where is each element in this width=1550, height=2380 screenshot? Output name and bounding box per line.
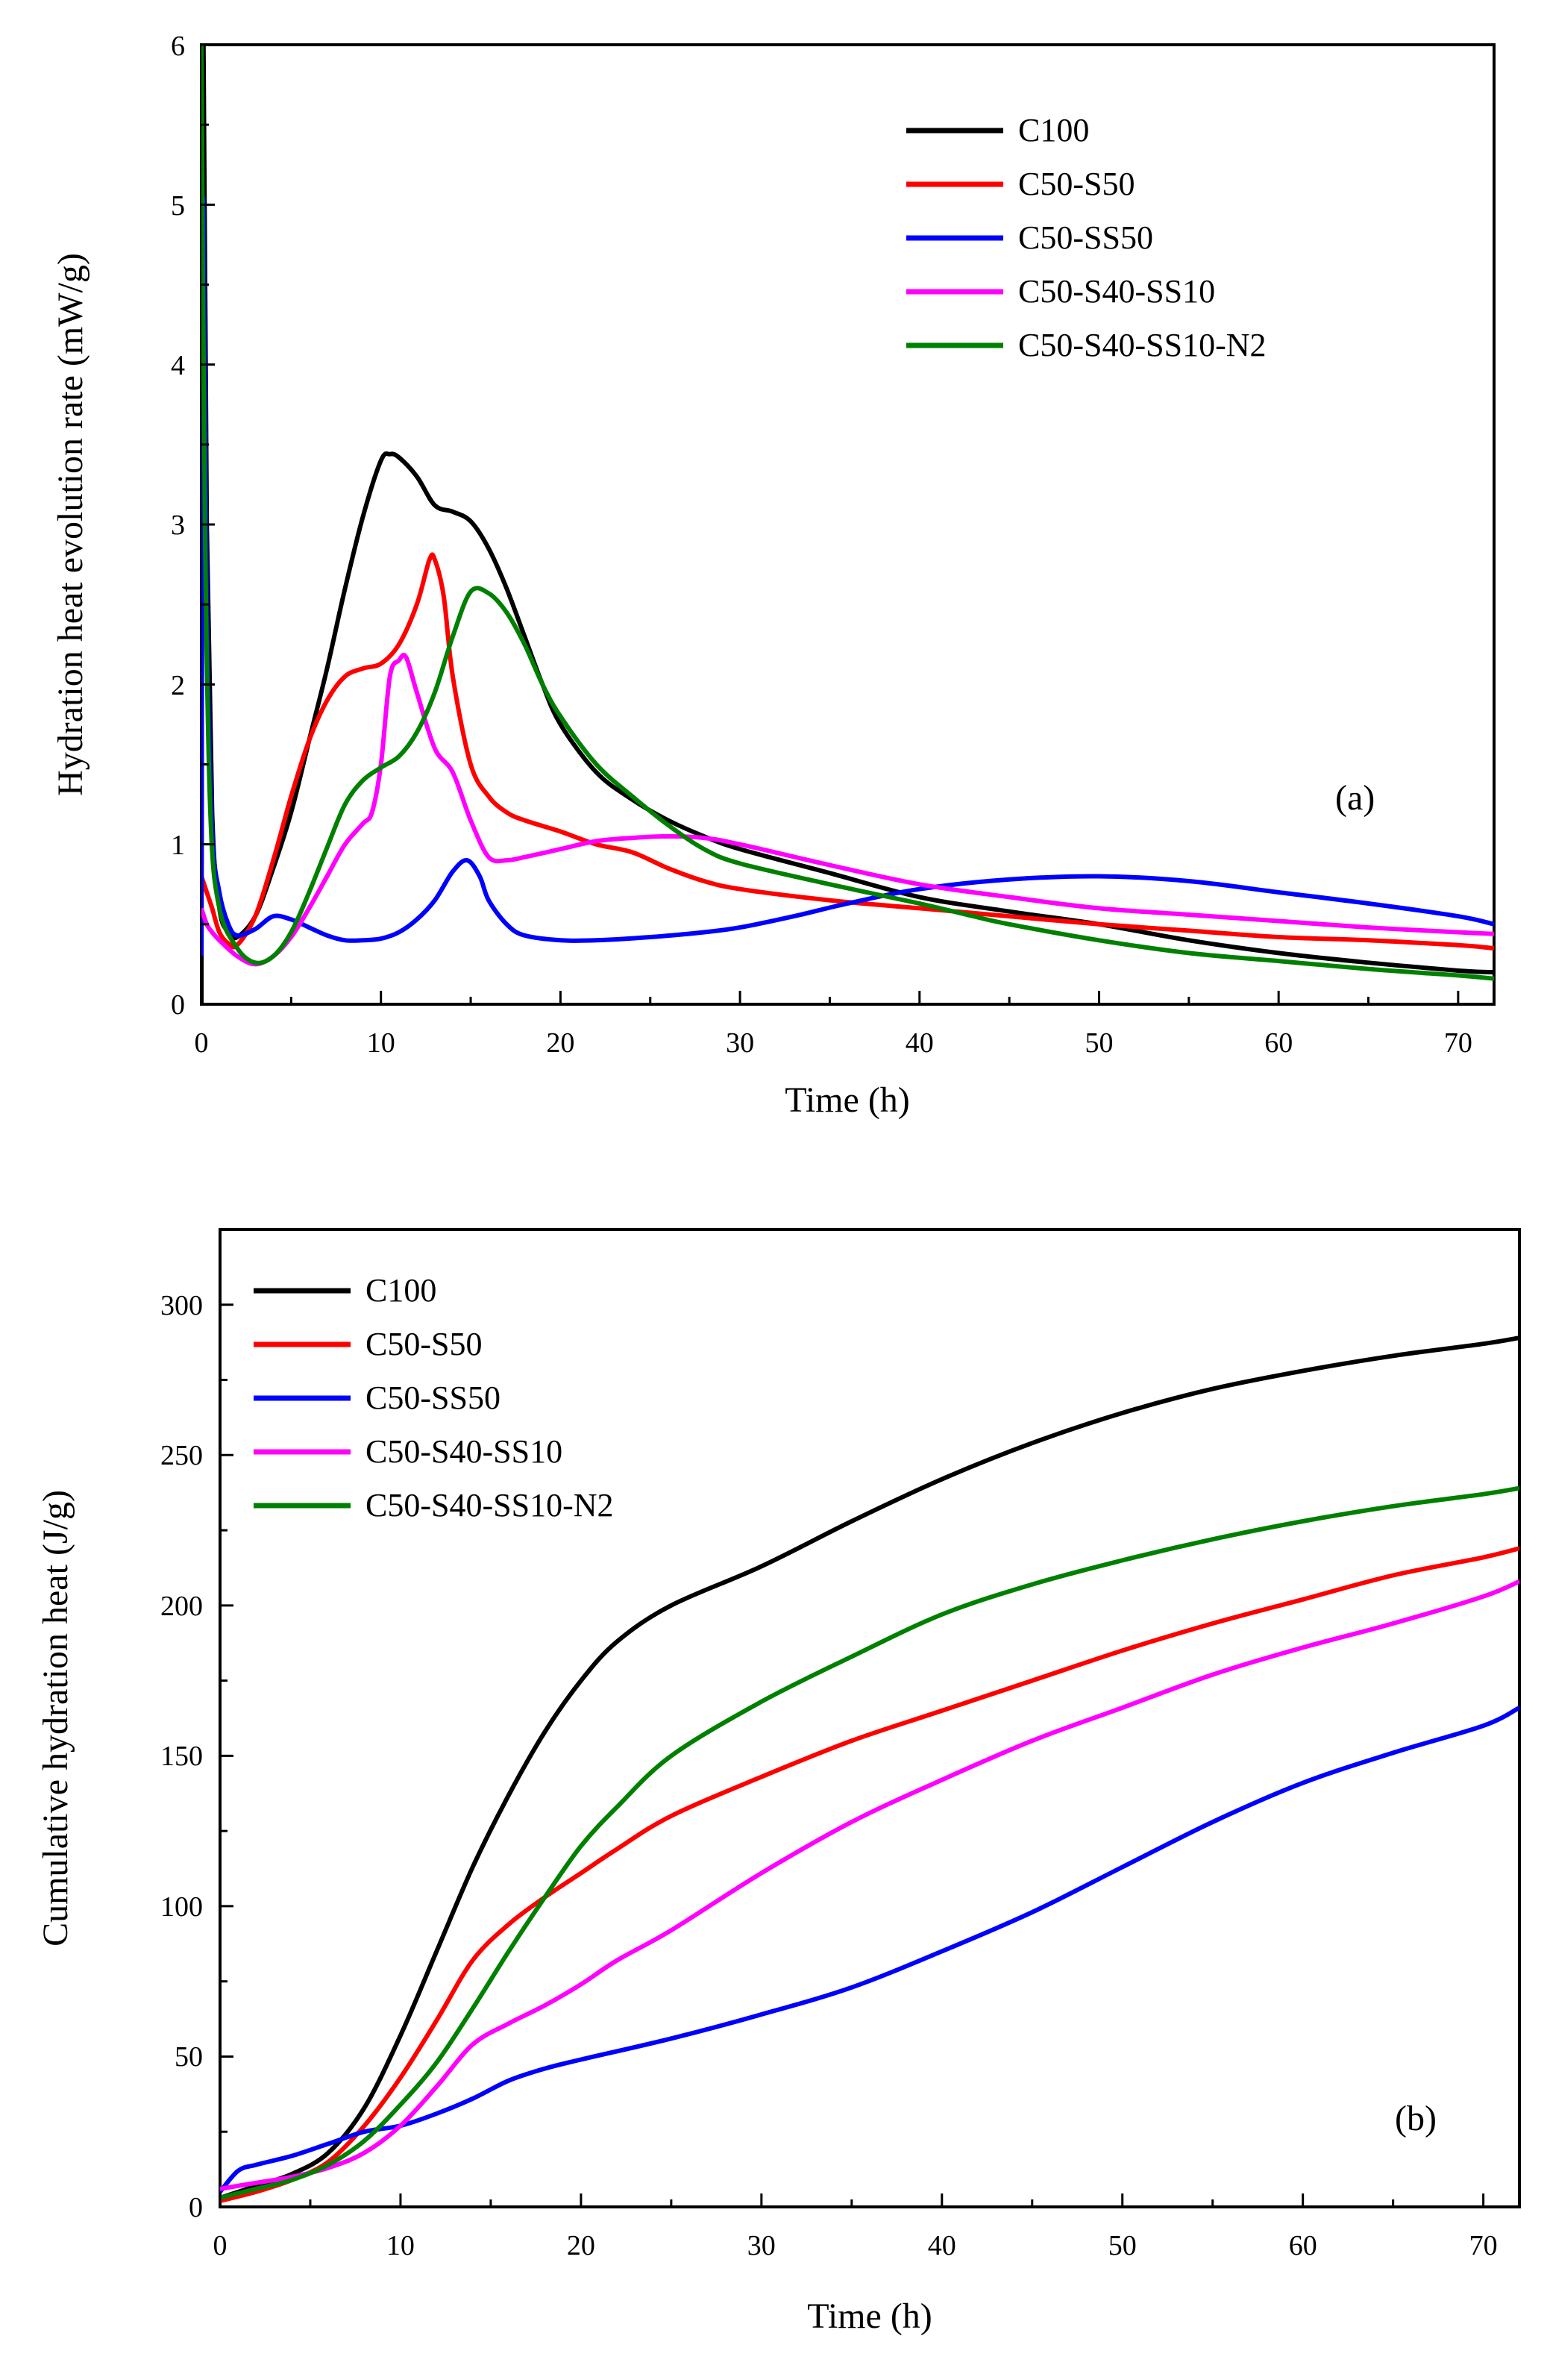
y-tick-label: 150 — [160, 1741, 203, 1772]
y-tick-label: 200 — [160, 1591, 203, 1622]
y-tick-label: 250 — [160, 1440, 203, 1471]
panel-label: (b) — [1395, 2099, 1437, 2138]
x-tick-label: 50 — [1085, 1027, 1114, 1059]
series-line-c50-s50 — [201, 552, 1494, 951]
series-layer-a — [201, 45, 1494, 1004]
legend-label: C50-S40-SS10-N2 — [365, 1487, 614, 1523]
chart-panel-b: 0 10 20 30 40 50 60 70 0 50 100 150 200 … — [36, 1228, 1521, 2336]
y-tick-label: 300 — [160, 1290, 203, 1321]
x-tick-label: 0 — [195, 1027, 209, 1059]
legend-label: C100 — [365, 1272, 436, 1309]
y-tick-label: 100 — [160, 1891, 203, 1923]
y-axis-label: Cumulative hydration heat (J/g) — [36, 1490, 75, 1947]
y-ticks-a: 0 1 2 3 4 5 6 — [171, 31, 185, 1021]
series-layer-b — [220, 1335, 1519, 2203]
legend-item: C50-SS50 — [254, 1380, 501, 1416]
x-tick-label: 40 — [906, 1027, 934, 1059]
y-tick-label: 0 — [171, 989, 185, 1021]
y-tick-label: 4 — [171, 350, 185, 381]
x-axis-label: Time (h) — [807, 2296, 932, 2336]
x-tick-label: 70 — [1469, 2230, 1498, 2261]
y-tick-label: 1 — [171, 830, 185, 861]
legend-label: C50-SS50 — [1018, 219, 1153, 256]
x-tick-label: 60 — [1289, 2230, 1317, 2261]
panel-label: (a) — [1335, 778, 1375, 818]
legend-label: C50-S50 — [1018, 166, 1135, 202]
x-tick-label: 20 — [546, 1027, 574, 1059]
x-tick-label: 0 — [213, 2230, 228, 2261]
legend-label: C50-S40-SS10 — [1018, 273, 1215, 310]
legend-item: C100 — [906, 112, 1089, 148]
y-axis-label: Hydration heat evolution rate (mW/g) — [51, 253, 90, 796]
x-axis-label: Time (h) — [785, 1080, 910, 1120]
legend-b: C100 C50-S50 C50-SS50 C50-S40-SS10 C50-S… — [254, 1272, 614, 1523]
legend-label: C50-SS50 — [365, 1380, 501, 1416]
x-tick-label: 10 — [367, 1027, 395, 1059]
series-line-c50-ss50 — [220, 1706, 1519, 2193]
legend-label: C50-S40-SS10 — [365, 1433, 562, 1470]
legend-label: C50-S50 — [365, 1326, 482, 1362]
x-ticks-a: 0 10 20 30 40 50 60 70 — [195, 1027, 1472, 1059]
y-tick-label: 50 — [175, 2041, 203, 2073]
x-tick-label: 40 — [928, 2230, 956, 2261]
legend-item: C50-S50 — [254, 1326, 482, 1362]
y-ticks-b: 0 50 100 150 200 250 300 — [160, 1290, 203, 2223]
plot-frame-a — [200, 43, 1496, 1006]
x-tick-label: 20 — [567, 2230, 595, 2261]
x-ticks-b: 0 10 20 30 40 50 60 70 — [213, 2230, 1498, 2261]
y-tick-label: 3 — [171, 510, 185, 541]
legend-item: C50-S50 — [906, 166, 1135, 202]
series-line-c50-s40-ss10 — [220, 1579, 1519, 2191]
legend-label: C100 — [1018, 112, 1089, 148]
x-tick-label: 70 — [1444, 1027, 1472, 1059]
legend-item: C50-S40-SS10-N2 — [254, 1487, 614, 1523]
series-line-c50-ss50 — [201, 195, 1494, 956]
y-tick-label: 6 — [171, 31, 185, 62]
axis-tick-marks — [200, 43, 1460, 1006]
plot-frame-b — [219, 1228, 1521, 2208]
legend-item: C50-S40-SS10 — [254, 1433, 562, 1470]
x-tick-label: 50 — [1108, 2230, 1137, 2261]
series-line-c100 — [220, 1335, 1519, 2200]
y-tick-label: 0 — [189, 2192, 203, 2223]
legend-item: C50-S40-SS10-N2 — [906, 327, 1267, 363]
x-tick-label: 60 — [1264, 1027, 1293, 1059]
series-line-c50-s40-ss10-n2 — [220, 1485, 1519, 2200]
legend-label: C50-S40-SS10-N2 — [1018, 327, 1267, 363]
x-tick-label: 30 — [747, 2230, 776, 2261]
y-tick-label: 2 — [171, 670, 185, 701]
series-line-c50-s50 — [220, 1546, 1519, 2203]
x-tick-label: 10 — [386, 2230, 415, 2261]
series-line-c100 — [201, 45, 1494, 1004]
legend-item: C50-S40-SS10 — [906, 273, 1215, 310]
y-tick-label: 5 — [171, 190, 185, 222]
legend-a: C100 C50-S50 C50-SS50 C50-S40-SS10 C50-S… — [906, 112, 1267, 363]
chart-panel-a: 0 10 20 30 40 50 60 70 0 1 2 3 4 5 6 Tim… — [51, 31, 1496, 1120]
legend-item: C100 — [254, 1272, 436, 1309]
legend-item: C50-SS50 — [906, 219, 1153, 256]
x-tick-label: 30 — [726, 1027, 754, 1059]
series-line-c50-s40-ss10 — [201, 652, 1494, 967]
series-line-c50-s40-ss10-n2 — [201, 45, 1494, 981]
axis-tick-marks — [219, 1228, 1485, 2208]
